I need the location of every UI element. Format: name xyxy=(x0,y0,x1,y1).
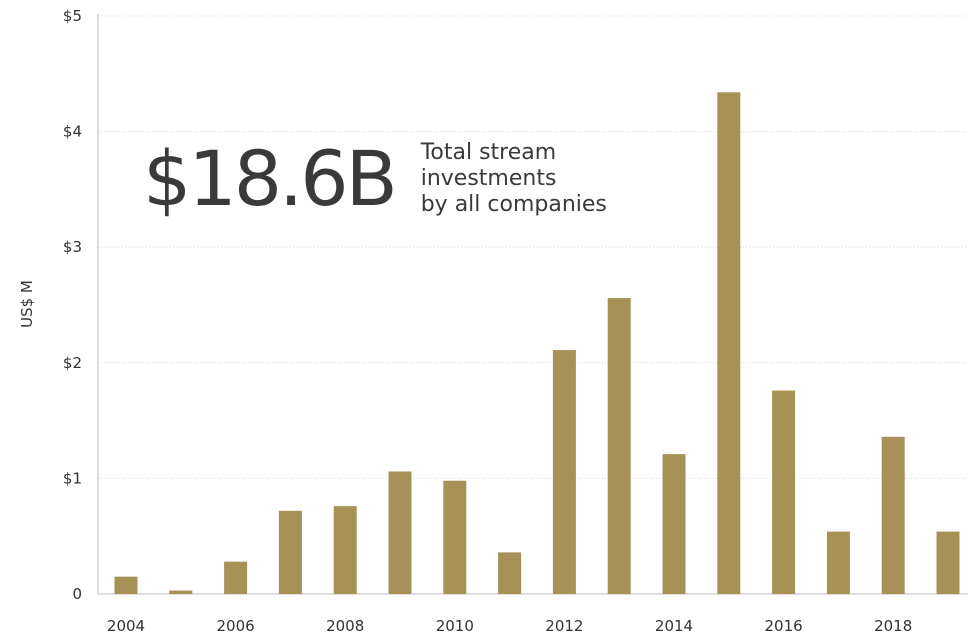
x-tick-label: 2012 xyxy=(545,617,583,634)
bar-2012 xyxy=(552,350,576,594)
bar-2013 xyxy=(607,298,631,594)
total-value: $18.6B xyxy=(143,134,398,223)
total-caption: Total stream investments by all companie… xyxy=(421,140,607,218)
bar-2014 xyxy=(662,454,686,594)
x-tick-label: 2006 xyxy=(217,617,255,634)
bar-2009 xyxy=(388,471,412,594)
bar-2006 xyxy=(224,561,248,594)
bar-2010 xyxy=(443,480,467,594)
y-tick-label: $5 xyxy=(63,7,82,25)
grid-lines xyxy=(98,15,968,479)
y-axis-label: US$ M xyxy=(18,280,36,328)
x-tick-labels: 2004 2006 2008 2010 2012 2014 2016 2018 xyxy=(107,617,912,634)
bars xyxy=(114,92,960,595)
y-tick-label: $2 xyxy=(63,354,82,372)
x-tick-label: 2004 xyxy=(107,617,145,634)
bar-2015 xyxy=(717,92,741,595)
x-tick-label: 2018 xyxy=(874,617,912,634)
y-tick-label: $3 xyxy=(63,238,82,256)
x-tick-label: 2016 xyxy=(765,617,803,634)
bar-2011 xyxy=(498,552,522,594)
caption-line: investments xyxy=(420,166,557,191)
x-tick-label: 2014 xyxy=(655,617,693,634)
bar-2005 xyxy=(169,590,193,594)
caption-line: by all companies xyxy=(420,192,607,217)
bar-2008 xyxy=(333,506,357,594)
bar-2018 xyxy=(881,436,905,594)
caption-line: Total stream xyxy=(420,140,557,165)
x-tick-label: 2010 xyxy=(436,617,474,634)
total-callout: $18.6B Total stream investments by all c… xyxy=(143,140,607,218)
y-tick-labels: 0 $1 $2 $3 $4 $5 xyxy=(63,7,82,603)
bar-2016 xyxy=(772,390,796,594)
y-tick-label: $1 xyxy=(63,469,82,487)
y-tick-label: $4 xyxy=(63,123,82,141)
bar-2017 xyxy=(826,531,850,594)
bar-2019 xyxy=(936,531,960,594)
bar-2004 xyxy=(114,576,138,594)
bar-2007 xyxy=(278,510,302,594)
y-tick-label: 0 xyxy=(72,585,82,603)
x-tick-label: 2008 xyxy=(326,617,364,634)
